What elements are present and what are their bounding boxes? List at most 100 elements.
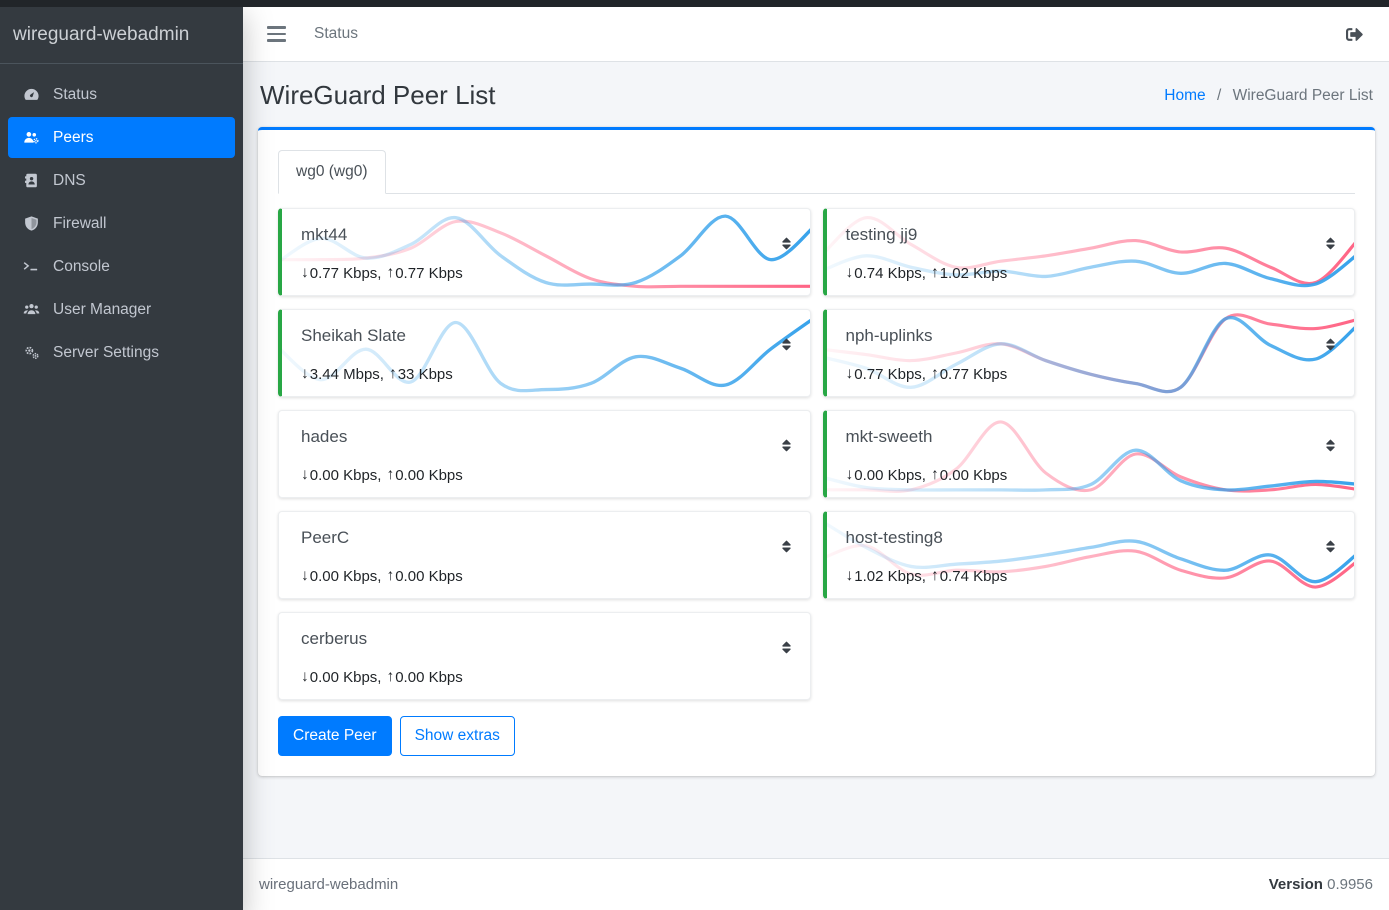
peer-name: hades xyxy=(301,427,348,446)
address-book-icon xyxy=(16,172,46,189)
traffic-sparkline xyxy=(826,522,1354,589)
upload-arrow-icon: ↑ xyxy=(930,466,939,483)
upload-arrow-icon: ↑ xyxy=(386,567,395,584)
upload-arrow-icon: ↑ xyxy=(930,567,939,584)
peer-card[interactable]: mkt44 ↓ 0.77 Kbps, ↑ 0.77 Kbps xyxy=(278,208,811,296)
peer-stats: ↓ 0.77 Kbps, ↑ 0.77 Kbps xyxy=(845,365,1008,383)
download-arrow-icon: ↓ xyxy=(845,264,854,281)
upload-arrow-icon: ↑ xyxy=(388,365,397,382)
peer-name: PeerC xyxy=(301,528,350,547)
footer-brand: wireguard-webadmin xyxy=(259,876,399,893)
peer-stats: ↓ 1.02 Kbps, ↑ 0.74 Kbps xyxy=(845,567,1008,585)
sort-icon[interactable] xyxy=(781,640,792,655)
download-arrow-icon: ↓ xyxy=(301,365,309,382)
sort-icon[interactable] xyxy=(781,438,792,453)
create-peer-button[interactable]: Create Peer xyxy=(278,716,392,756)
peer-card[interactable]: cerberus ↓ 0.00 Kbps, ↑ 0.00 Kbps xyxy=(278,612,811,700)
gauge-icon xyxy=(16,86,46,103)
download-arrow-icon: ↓ xyxy=(845,466,854,483)
sidebar-item-user-manager[interactable]: User Manager xyxy=(8,289,235,330)
peer-stats: ↓ 0.00 Kbps, ↑ 0.00 Kbps xyxy=(301,668,463,686)
peer-name: mkt-sweeth xyxy=(845,427,933,446)
traffic-sparkline xyxy=(279,488,810,493)
upload-arrow-icon: ↑ xyxy=(386,668,395,685)
peer-name: Sheikah Slate xyxy=(301,326,406,345)
top-navbar: Status xyxy=(243,7,1389,62)
traffic-sparkline xyxy=(279,589,810,594)
sort-icon[interactable] xyxy=(1325,539,1336,554)
peer-card[interactable]: mkt-sweeth ↓ 0.00 Kbps, ↑ 0.00 Kbps xyxy=(822,410,1355,498)
menu-toggle-button[interactable] xyxy=(267,26,286,42)
upload-arrow-icon: ↑ xyxy=(386,264,395,281)
sort-icon[interactable] xyxy=(1325,337,1336,352)
sidebar-item-console[interactable]: Console xyxy=(8,246,235,287)
traffic-sparkline xyxy=(826,216,1354,288)
sidebar-item-dns[interactable]: DNS xyxy=(8,160,235,201)
peer-name: nph-uplinks xyxy=(845,326,933,345)
download-arrow-icon: ↓ xyxy=(301,466,309,483)
download-arrow-icon: ↓ xyxy=(301,264,309,281)
peer-grid: mkt44 ↓ 0.77 Kbps, ↑ 0.77 Kbps testing jj9 … xyxy=(278,208,1355,700)
breadcrumb-home-link[interactable]: Home xyxy=(1164,86,1206,104)
sidebar-item-status[interactable]: Status xyxy=(8,74,235,115)
show-extras-button[interactable]: Show extras xyxy=(399,716,515,756)
tab-wg0[interactable]: wg0 (wg0) xyxy=(278,150,386,194)
terminal-icon xyxy=(16,258,46,275)
nav-status-link[interactable]: Status xyxy=(314,25,358,42)
upload-arrow-icon: ↑ xyxy=(930,365,939,382)
traffic-sparkline xyxy=(279,690,810,695)
traffic-sparkline xyxy=(826,313,1354,394)
peer-card[interactable]: Sheikah Slate ↓ 3.44 Mbps, ↑ 33 Kbps xyxy=(278,309,811,397)
page-title: WireGuard Peer List xyxy=(260,80,496,110)
users-icon xyxy=(16,301,46,318)
actions-row: Create Peer Show extras xyxy=(278,716,1355,756)
content-area: WireGuard Peer List Home / WireGuard Pee… xyxy=(243,62,1389,776)
top-strip xyxy=(0,0,1389,7)
footer-version: Version 0.9956 xyxy=(1268,876,1373,893)
download-arrow-icon: ↓ xyxy=(845,567,854,584)
footer: wireguard-webadmin Version 0.9956 xyxy=(243,858,1389,910)
main-area: Status WireGuard Peer List Home / WireGu… xyxy=(243,0,1389,910)
traffic-sparkline xyxy=(282,214,810,289)
sort-icon[interactable] xyxy=(1325,438,1336,453)
peer-list-card: wg0 (wg0) mkt44 ↓ 0.77 Kbps, ↑ 0.77 Kbps te… xyxy=(258,127,1375,776)
download-arrow-icon: ↓ xyxy=(845,365,854,382)
peer-name: mkt44 xyxy=(301,225,348,244)
sign-out-icon[interactable] xyxy=(1346,26,1363,43)
peer-card[interactable]: PeerC ↓ 0.00 Kbps, ↑ 0.00 Kbps xyxy=(278,511,811,599)
sidebar-brand[interactable]: wireguard-webadmin xyxy=(0,7,243,64)
sidebar: wireguard-webadmin Status Peers DNS Firewal… xyxy=(0,0,243,910)
peer-card[interactable]: host-testing8 ↓ 1.02 Kbps, ↑ 0.74 Kbps xyxy=(822,511,1355,599)
traffic-sparkline xyxy=(282,319,810,393)
gears-icon xyxy=(16,344,46,361)
sort-icon[interactable] xyxy=(781,236,792,251)
breadcrumb: Home / WireGuard Peer List xyxy=(1164,87,1373,105)
peer-card[interactable]: testing jj9 ↓ 0.74 Kbps, ↑ 1.02 Kbps xyxy=(822,208,1355,296)
peer-name: cerberus xyxy=(301,629,368,648)
sort-icon[interactable] xyxy=(781,337,792,352)
shield-icon xyxy=(16,215,46,232)
peer-stats: ↓ 3.44 Mbps, ↑ 33 Kbps xyxy=(301,365,453,383)
sort-icon[interactable] xyxy=(1325,236,1336,251)
breadcrumb-separator: / xyxy=(1216,86,1222,104)
interface-tabs: wg0 (wg0) xyxy=(278,150,1355,194)
sidebar-item-peers[interactable]: Peers xyxy=(8,117,235,158)
users-gear-icon xyxy=(16,129,46,146)
upload-arrow-icon: ↑ xyxy=(386,466,395,483)
sidebar-item-firewall[interactable]: Firewall xyxy=(8,203,235,244)
sidebar-item-server-settings[interactable]: Server Settings xyxy=(8,332,235,373)
sidebar-menu: Status Peers DNS Firewall Console User Manage… xyxy=(0,64,243,385)
download-arrow-icon: ↓ xyxy=(301,567,309,584)
peer-stats: ↓ 0.00 Kbps, ↑ 0.00 Kbps xyxy=(845,466,1008,484)
peer-stats: ↓ 0.74 Kbps, ↑ 1.02 Kbps xyxy=(845,264,1008,282)
sort-icon[interactable] xyxy=(781,539,792,554)
upload-arrow-icon: ↑ xyxy=(930,264,939,281)
peer-stats: ↓ 0.00 Kbps, ↑ 0.00 Kbps xyxy=(301,466,463,484)
traffic-sparkline xyxy=(826,420,1354,493)
peer-stats: ↓ 0.77 Kbps, ↑ 0.77 Kbps xyxy=(301,264,463,282)
peer-card[interactable]: hades ↓ 0.00 Kbps, ↑ 0.00 Kbps xyxy=(278,410,811,498)
peer-stats: ↓ 0.00 Kbps, ↑ 0.00 Kbps xyxy=(301,567,463,585)
breadcrumb-current: WireGuard Peer List xyxy=(1232,86,1373,104)
peer-card[interactable]: nph-uplinks ↓ 0.77 Kbps, ↑ 0.77 Kbps xyxy=(822,309,1355,397)
download-arrow-icon: ↓ xyxy=(301,668,309,685)
